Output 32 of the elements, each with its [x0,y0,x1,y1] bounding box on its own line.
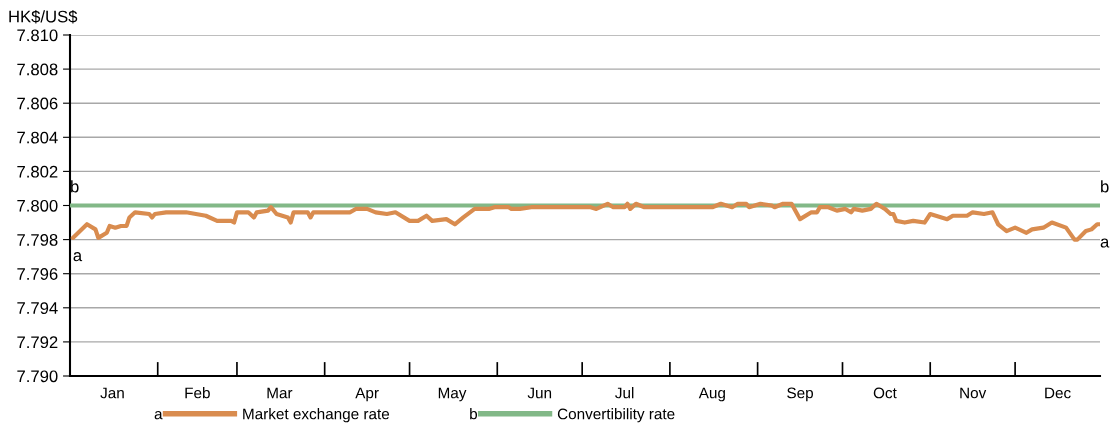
text: a [154,410,163,420]
y-tick-label: 7.790 [17,370,58,383]
x-tick-label: Aug [698,387,725,402]
x-tick-label: Nov [960,387,987,399]
y-tick-label: 7.794 [17,302,58,314]
x-tick-label: Jan [100,387,124,399]
x-tick-label: Feb [185,387,210,399]
x-tick-label: Jul [615,387,634,399]
legend-label: Convertibility rate [557,408,675,423]
y-tick-label: 7.808 [17,63,58,76]
annotation: a [73,252,83,262]
x-tick-label: Oct [873,387,897,399]
annotation: a [1100,238,1110,248]
x-tick-label: May [438,387,467,402]
annotation: b [71,180,79,193]
y-axis-title: HK$/US$ [9,9,78,24]
x-tick-label: Jun [527,387,552,399]
x-tick-label: Apr [355,387,379,402]
x-tick-label: Mar [267,387,293,399]
y-tick-label: 7.802 [17,165,58,178]
y-tick-label: 7.806 [17,97,58,110]
text: b [470,408,478,420]
x-tick-label: Sep [787,387,814,402]
annotation: b [1101,180,1109,193]
y-tick-label: 7.798 [17,234,58,246]
legend-label: Market exchange rate [243,408,390,423]
x-tick-label: Dec [1045,387,1071,399]
y-tick-label: 7.810 [17,29,58,42]
y-tick-label: 7.792 [17,336,58,349]
y-tick-label: 7.796 [17,268,58,280]
y-tick-label: 7.800 [17,199,58,212]
y-tick-label: 7.804 [17,131,58,144]
